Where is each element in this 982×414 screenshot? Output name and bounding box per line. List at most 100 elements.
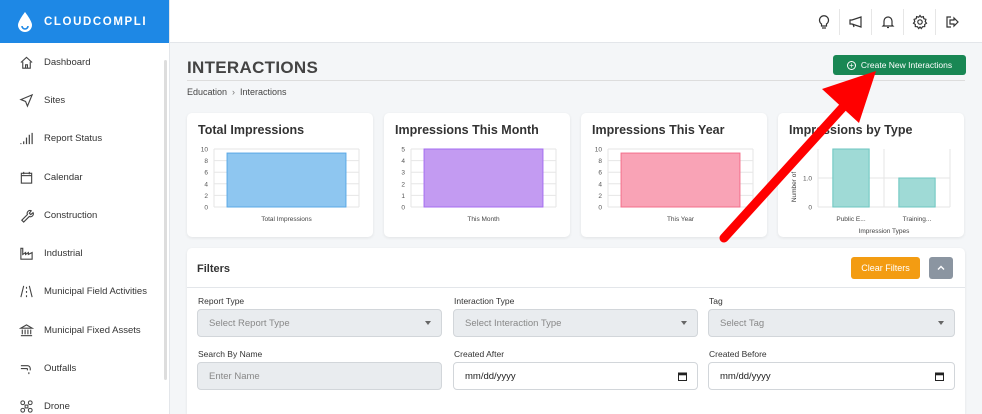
created-after-date-input[interactable]: mm/dd/yyyy	[453, 362, 698, 390]
total-impressions-chart: 0 2 4 6 8 10 Total Impressions	[201, 147, 360, 223]
x-axis-label: Impression Types	[859, 228, 911, 235]
road-icon	[18, 284, 34, 300]
sidebar-item-label: Calendar	[44, 171, 83, 183]
pipe-icon	[18, 361, 34, 377]
y-tick-label: 8	[204, 158, 208, 165]
clear-filters-button[interactable]: Clear Filters	[851, 257, 920, 279]
report-type-select[interactable]: Select Report Type	[197, 309, 442, 337]
impressions-this-year-chart: 0 2 4 6 8 10 This Year	[595, 147, 754, 223]
bar[interactable]	[832, 148, 870, 208]
report-type-placeholder: Select Report Type	[209, 317, 290, 329]
sidebar-item-label: Report Status	[44, 133, 103, 145]
sidebar-item-sites[interactable]: Sites	[0, 81, 169, 119]
total-impressions-card: Total Impressions 0 2 4 6 8 10 Total Impressio…	[187, 113, 373, 237]
created-before-label: Created Before	[709, 349, 767, 359]
gear-icon[interactable]	[904, 8, 936, 35]
filters-title: Filters	[197, 263, 231, 275]
brand-bar[interactable]: CLOUDCOMPLI	[0, 0, 169, 43]
brand-name: CLOUDCOMPLI	[44, 15, 148, 28]
sidebar-item-report-status[interactable]: Report Status	[0, 120, 169, 158]
caret-down-icon	[425, 321, 431, 325]
y-tick-label: 2	[598, 193, 602, 200]
sidebar-item-construction[interactable]: Construction	[0, 196, 169, 234]
chevron-up-icon	[937, 265, 945, 270]
chart-title: Impressions by Type	[789, 123, 913, 137]
plus-circle-icon: +	[846, 60, 856, 70]
y-tick-label: 10	[201, 147, 209, 154]
home-icon	[18, 54, 34, 70]
x-tick-label: This Year	[667, 216, 695, 223]
collapse-filters-button[interactable]	[929, 257, 953, 279]
sidebar-item-drone[interactable]: Drone	[0, 388, 169, 414]
sidebar-item-dashboard[interactable]: Dashboard	[0, 43, 169, 81]
chart-title: Impressions This Month	[395, 123, 539, 137]
wrench-icon	[18, 207, 34, 223]
y-tick-label: 10	[595, 147, 603, 154]
created-after-value: mm/dd/yyyy	[465, 370, 516, 382]
sidebar-item-municipal-fixed-assets[interactable]: Municipal Fixed Assets	[0, 311, 169, 349]
calendar-icon	[18, 169, 34, 185]
chart-title: Total Impressions	[198, 123, 305, 137]
x-tick-label: Public E...	[836, 216, 865, 223]
impressions-this-year-card: Impressions This Year 0 2 4 6 8 10 This Year	[581, 113, 767, 237]
y-tick-label: 4	[401, 158, 405, 165]
filters-panel: Filters Clear Filters Report Type Select…	[187, 248, 965, 414]
sidebar-item-label: Outfalls	[44, 363, 77, 375]
bar-signal-icon	[18, 131, 34, 147]
y-tick-label: 8	[598, 158, 602, 165]
breadcrumb-education[interactable]: Education	[187, 87, 228, 97]
sidebar-item-label: Sites	[44, 94, 66, 106]
breadcrumb: Education › Interactions	[187, 87, 287, 97]
x-tick-label: This Month	[467, 216, 500, 223]
x-tick-label: Training...	[903, 216, 932, 223]
bell-icon[interactable]	[872, 8, 904, 35]
megaphone-icon[interactable]	[840, 8, 872, 35]
calendar-icon[interactable]	[935, 372, 944, 381]
create-new-interactions-button[interactable]: + Create New Interactions	[833, 55, 966, 75]
filters-divider	[187, 287, 965, 288]
bar[interactable]	[423, 148, 544, 208]
page-title: INTERACTIONS	[187, 58, 319, 77]
calendar-icon[interactable]	[678, 372, 687, 381]
sidebar-item-label: Drone	[44, 401, 70, 413]
sidebar-item-label: Dashboard	[44, 56, 91, 68]
breadcrumb-separator: ›	[232, 87, 236, 97]
y-tick-label: 5	[401, 147, 405, 154]
sidebar-item-municipal-field-activities[interactable]: Municipal Field Activities	[0, 273, 169, 311]
sidebar-item-outfalls[interactable]: Outfalls	[0, 349, 169, 387]
y-tick-label: 0	[598, 205, 602, 212]
report-type-label: Report Type	[198, 296, 245, 306]
y-tick-label: 4	[204, 181, 208, 188]
tag-select[interactable]: Select Tag	[708, 309, 955, 337]
sidebar-item-label: Municipal Field Activities	[44, 286, 147, 298]
y-tick-label: 1	[401, 193, 405, 200]
cloud-drop-logo-icon	[18, 11, 32, 32]
y-tick-label: 0	[808, 205, 812, 212]
search-by-name-label: Search By Name	[198, 349, 263, 359]
y-tick-label: 3	[401, 170, 405, 177]
impressions-by-type-chart: 0 1.0 Public E... Training... Impression Typ…	[791, 148, 951, 235]
chart-title: Impressions This Year	[592, 123, 725, 137]
bar[interactable]	[620, 152, 741, 208]
bar[interactable]	[898, 177, 936, 208]
factory-icon	[18, 246, 34, 262]
sidebar-item-calendar[interactable]: Calendar	[0, 158, 169, 196]
y-tick-label: 4	[598, 181, 602, 188]
y-tick-label: 6	[598, 170, 602, 177]
sidebar-item-label: Municipal Fixed Assets	[44, 324, 141, 336]
logout-icon[interactable]	[936, 9, 968, 35]
sidebar-scrollbar[interactable]	[164, 60, 167, 380]
caret-down-icon	[681, 321, 687, 325]
create-button-label: Create New Interactions	[860, 60, 953, 70]
search-by-name-input[interactable]: Enter Name	[197, 362, 442, 390]
tag-placeholder: Select Tag	[720, 317, 765, 329]
bar[interactable]	[226, 152, 347, 208]
interaction-type-select[interactable]: Select Interaction Type	[453, 309, 698, 337]
lightbulb-icon[interactable]	[808, 8, 840, 35]
breadcrumb-interactions: Interactions	[240, 87, 287, 97]
created-before-date-input[interactable]: mm/dd/yyyy	[708, 362, 955, 390]
top-header	[170, 0, 982, 43]
interaction-type-label: Interaction Type	[454, 296, 515, 306]
y-tick-label: 2	[401, 181, 405, 188]
sidebar-item-industrial[interactable]: Industrial	[0, 234, 169, 272]
